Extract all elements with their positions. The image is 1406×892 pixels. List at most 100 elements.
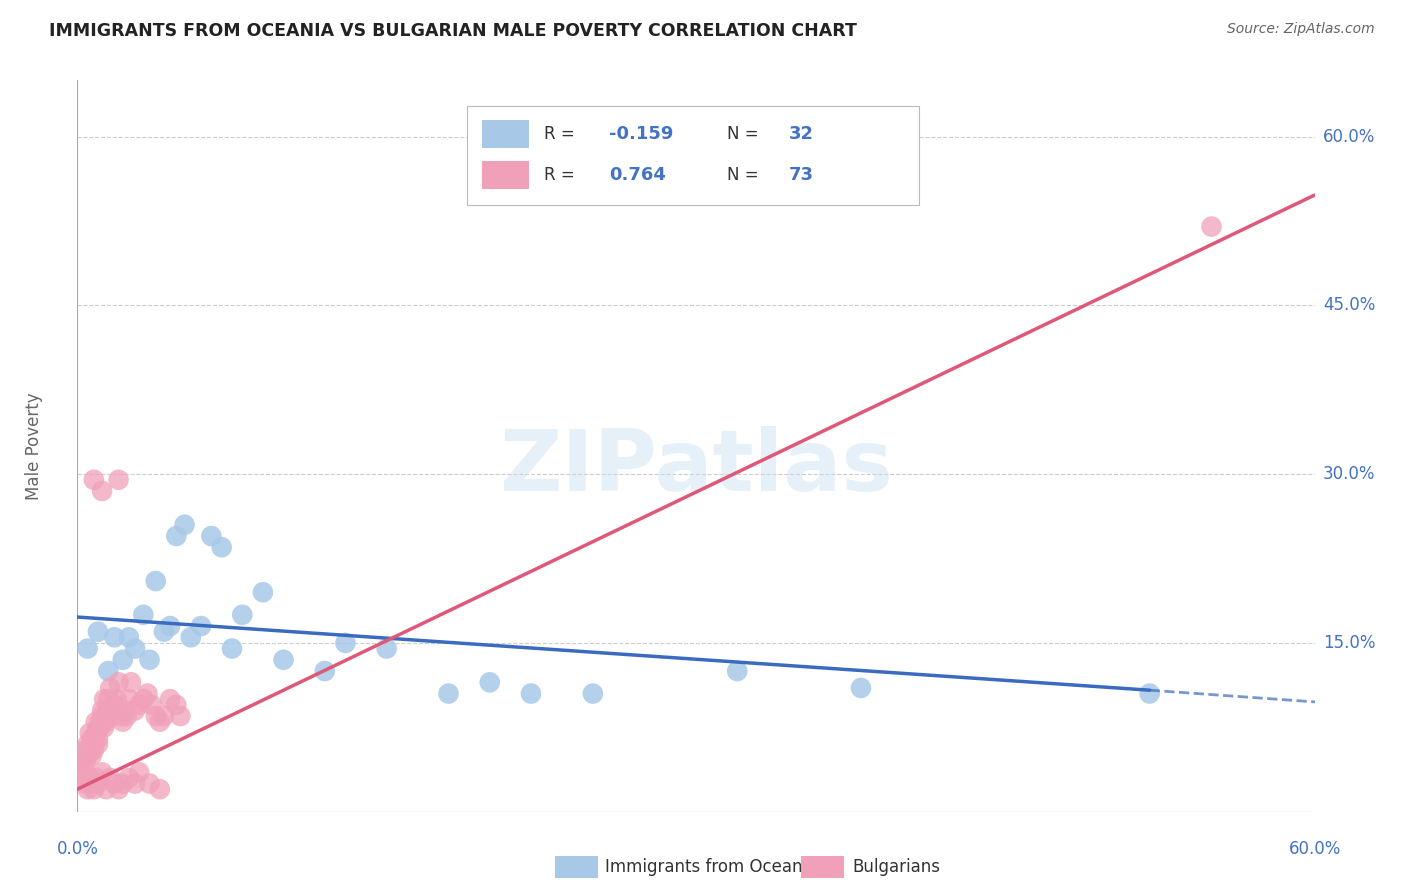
- Point: [107, 675, 129, 690]
- Text: 60.0%: 60.0%: [1288, 840, 1341, 858]
- Point: [128, 698, 150, 712]
- Point: [849, 681, 872, 695]
- Point: [76, 748, 98, 763]
- Point: [80, 731, 103, 746]
- Point: [124, 703, 146, 717]
- Point: [120, 675, 142, 690]
- Point: [1139, 687, 1161, 701]
- Point: [91, 703, 114, 717]
- Point: [76, 782, 98, 797]
- Text: 32: 32: [789, 125, 814, 143]
- Point: [115, 709, 138, 723]
- Point: [103, 630, 125, 644]
- Point: [91, 765, 114, 780]
- Point: [132, 607, 155, 622]
- Point: [111, 714, 134, 729]
- Point: [72, 760, 94, 774]
- Point: [105, 692, 128, 706]
- Point: [200, 529, 222, 543]
- Text: -0.159: -0.159: [609, 125, 673, 143]
- Point: [252, 585, 274, 599]
- Point: [111, 653, 134, 667]
- Point: [141, 698, 163, 712]
- Point: [375, 641, 398, 656]
- Point: [98, 681, 121, 695]
- Point: [273, 653, 295, 667]
- Point: [72, 748, 94, 763]
- Point: [84, 714, 107, 729]
- Point: [118, 692, 141, 706]
- Point: [91, 483, 114, 498]
- Point: [173, 517, 195, 532]
- Point: [84, 726, 107, 740]
- Text: 73: 73: [789, 167, 814, 185]
- Point: [98, 771, 121, 785]
- Text: R =: R =: [544, 167, 579, 185]
- Point: [83, 782, 105, 797]
- Point: [478, 675, 501, 690]
- Point: [91, 709, 114, 723]
- Text: 0.764: 0.764: [609, 167, 666, 185]
- Point: [165, 698, 187, 712]
- Point: [93, 720, 115, 734]
- Point: [520, 687, 543, 701]
- Point: [93, 692, 115, 706]
- Text: 15.0%: 15.0%: [1323, 634, 1375, 652]
- Point: [149, 782, 172, 797]
- Point: [335, 636, 357, 650]
- Point: [153, 624, 176, 639]
- Point: [80, 776, 103, 790]
- Point: [582, 687, 605, 701]
- Point: [231, 607, 253, 622]
- Point: [118, 630, 141, 644]
- Point: [97, 703, 120, 717]
- Point: [1201, 219, 1223, 234]
- Point: [87, 737, 110, 751]
- Point: [132, 692, 155, 706]
- Point: [89, 714, 111, 729]
- Point: [180, 630, 202, 644]
- Point: [72, 771, 94, 785]
- Point: [87, 776, 110, 790]
- Point: [128, 765, 150, 780]
- Point: [145, 709, 167, 723]
- Point: [437, 687, 460, 701]
- Point: [79, 726, 101, 740]
- Text: N =: N =: [727, 125, 763, 143]
- Point: [70, 754, 93, 768]
- Point: [169, 709, 191, 723]
- Point: [75, 776, 97, 790]
- Point: [76, 737, 98, 751]
- Point: [138, 776, 160, 790]
- Point: [97, 664, 120, 678]
- Point: [145, 574, 167, 588]
- Point: [107, 473, 129, 487]
- Text: ZIPatlas: ZIPatlas: [499, 426, 893, 509]
- Point: [103, 776, 125, 790]
- Point: [79, 743, 101, 757]
- FancyBboxPatch shape: [482, 161, 529, 189]
- Point: [118, 771, 141, 785]
- Point: [80, 748, 103, 763]
- Text: Source: ZipAtlas.com: Source: ZipAtlas.com: [1227, 22, 1375, 37]
- Text: Immigrants from Oceania: Immigrants from Oceania: [605, 858, 817, 876]
- Point: [165, 529, 187, 543]
- Point: [75, 743, 97, 757]
- Point: [89, 720, 111, 734]
- Point: [98, 709, 121, 723]
- Point: [190, 619, 212, 633]
- FancyBboxPatch shape: [482, 120, 529, 147]
- Text: IMMIGRANTS FROM OCEANIA VS BULGARIAN MALE POVERTY CORRELATION CHART: IMMIGRANTS FROM OCEANIA VS BULGARIAN MAL…: [49, 22, 858, 40]
- Point: [96, 714, 118, 729]
- Point: [124, 776, 146, 790]
- Point: [149, 714, 172, 729]
- Text: 60.0%: 60.0%: [1323, 128, 1375, 145]
- Point: [84, 771, 107, 785]
- Point: [96, 782, 118, 797]
- Point: [83, 473, 105, 487]
- Point: [107, 782, 129, 797]
- Text: 30.0%: 30.0%: [1323, 465, 1375, 483]
- Point: [83, 743, 105, 757]
- Point: [111, 776, 134, 790]
- Point: [153, 709, 176, 723]
